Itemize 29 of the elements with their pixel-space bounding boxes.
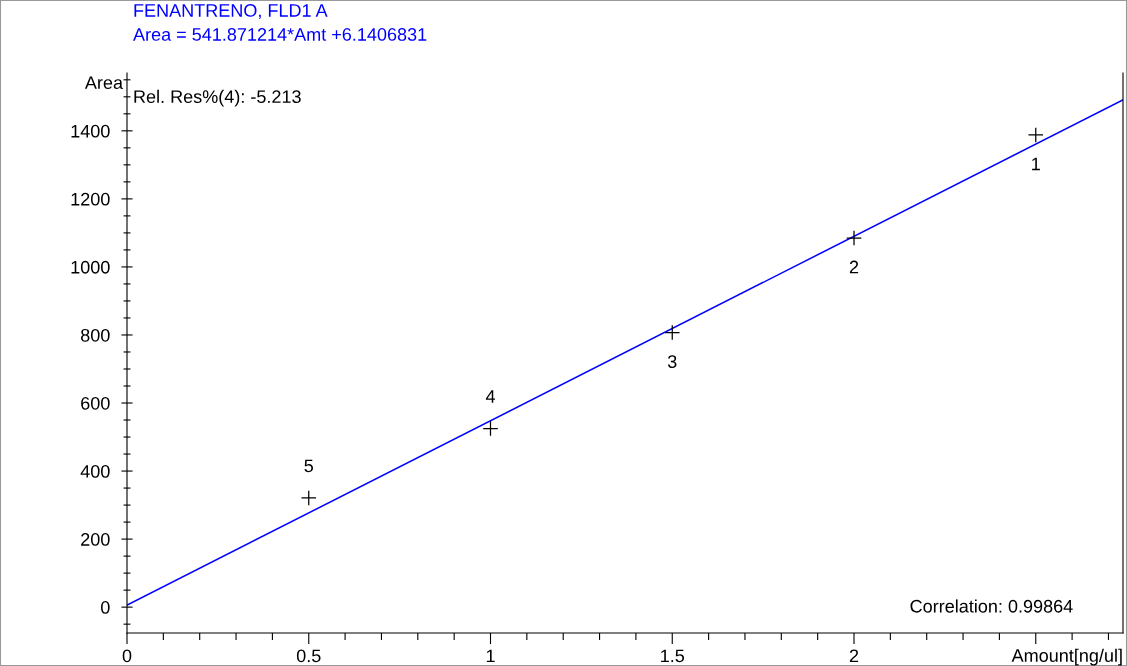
- annotation: Rel. Res%(4): -5.213: [134, 89, 301, 107]
- point: [300, 490, 317, 506]
- annotation: 5: [304, 459, 314, 473]
- x-axis-title: Amount[ng/ul]: [1011, 648, 1122, 666]
- x-tick-label: 1.5: [661, 649, 685, 663]
- y-axis-title: Area: [84, 76, 124, 90]
- y-tick-label: 1400: [71, 124, 110, 138]
- annotation: 4: [485, 390, 495, 403]
- annotation: 3: [667, 355, 677, 368]
- chart-title: FENANTRENO, FLD1 A: [134, 4, 328, 19]
- x-tick-label: 1: [486, 649, 495, 663]
- point: [846, 230, 862, 246]
- chart-subtitle: Area = 541.871214*Amt +6.1406831: [133, 28, 427, 41]
- annotation: Correlation: 0.99864: [910, 599, 1073, 613]
- y-tick-label: 400: [80, 464, 110, 478]
- x-tick-label: 2: [849, 649, 859, 663]
- point: [664, 324, 681, 341]
- y-tick-label: 200: [81, 533, 110, 546]
- point: [1027, 127, 1044, 143]
- x-tick-label: 0: [122, 649, 132, 663]
- point: [482, 420, 499, 437]
- annotation: 2: [849, 260, 859, 274]
- annotation: 1: [1032, 157, 1040, 171]
- y-tick-label: 800: [81, 328, 110, 342]
- y-tick-label: 1000: [71, 260, 110, 274]
- y-tick-label: 0: [101, 601, 110, 614]
- y-tick-label: 1200: [71, 192, 110, 206]
- y-tick-label: 600: [81, 396, 110, 410]
- x-tick-label: 0.5: [296, 649, 321, 663]
